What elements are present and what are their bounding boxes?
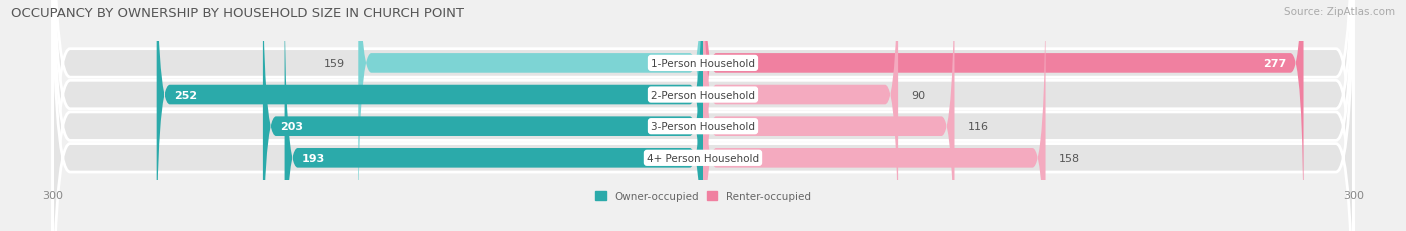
FancyBboxPatch shape [703,0,1046,231]
Text: 159: 159 [325,59,346,69]
FancyBboxPatch shape [52,0,1354,231]
Text: 2-Person Household: 2-Person Household [651,90,755,100]
Text: OCCUPANCY BY OWNERSHIP BY HOUSEHOLD SIZE IN CHURCH POINT: OCCUPANCY BY OWNERSHIP BY HOUSEHOLD SIZE… [11,7,464,20]
FancyBboxPatch shape [284,0,703,231]
Text: 277: 277 [1263,59,1286,69]
FancyBboxPatch shape [359,0,703,231]
FancyBboxPatch shape [263,0,703,231]
Text: 4+ Person Household: 4+ Person Household [647,153,759,163]
Text: 90: 90 [911,90,925,100]
Text: 1-Person Household: 1-Person Household [651,59,755,69]
Text: 252: 252 [174,90,197,100]
Text: 203: 203 [280,122,304,132]
Text: 3-Person Household: 3-Person Household [651,122,755,132]
FancyBboxPatch shape [703,0,898,231]
FancyBboxPatch shape [52,0,1354,231]
FancyBboxPatch shape [52,0,1354,231]
Text: Source: ZipAtlas.com: Source: ZipAtlas.com [1284,7,1395,17]
FancyBboxPatch shape [156,0,703,231]
FancyBboxPatch shape [52,0,1354,231]
Legend: Owner-occupied, Renter-occupied: Owner-occupied, Renter-occupied [591,187,815,206]
FancyBboxPatch shape [703,0,1303,231]
FancyBboxPatch shape [703,0,955,231]
Text: 193: 193 [302,153,325,163]
Text: 158: 158 [1059,153,1080,163]
Text: 116: 116 [967,122,988,132]
